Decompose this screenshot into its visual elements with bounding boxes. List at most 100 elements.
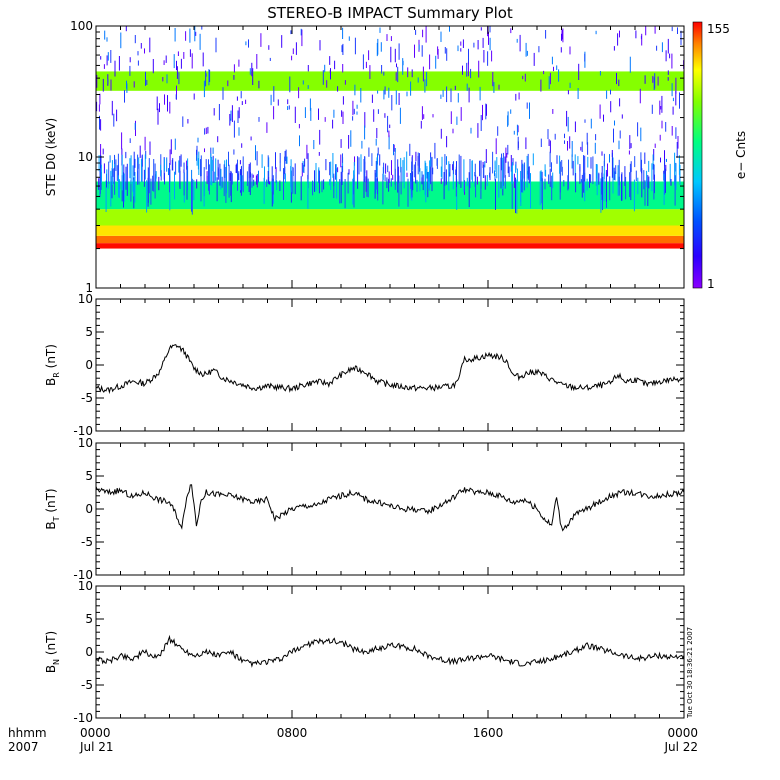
noise-streak xyxy=(323,179,325,190)
noise-streak xyxy=(395,72,397,81)
noise-streak xyxy=(381,65,383,74)
noise-streak xyxy=(335,164,337,171)
noise-streak xyxy=(670,179,672,186)
noise-streak xyxy=(671,26,673,32)
noise-streak xyxy=(123,173,125,202)
noise-streak xyxy=(279,161,281,172)
noise-streak xyxy=(390,46,392,63)
noise-streak xyxy=(380,42,382,52)
noise-streak xyxy=(552,172,554,189)
noise-streak xyxy=(610,101,612,113)
noise-streak xyxy=(460,107,462,121)
noise-streak xyxy=(584,119,586,123)
noise-streak xyxy=(322,70,324,85)
noise-streak xyxy=(176,85,177,100)
noise-streak xyxy=(231,173,233,185)
noise-streak xyxy=(424,79,426,93)
noise-streak xyxy=(577,88,579,99)
noise-streak xyxy=(143,169,145,187)
noise-streak xyxy=(111,176,113,199)
noise-streak xyxy=(236,163,238,174)
noise-streak xyxy=(240,175,242,191)
noise-streak xyxy=(671,53,673,69)
noise-streak xyxy=(530,173,531,209)
colorbar-max-label: 155 xyxy=(707,22,730,36)
noise-streak xyxy=(423,114,425,119)
noise-streak xyxy=(187,158,189,191)
noise-streak xyxy=(540,170,542,182)
noise-streak xyxy=(648,160,650,172)
noise-streak xyxy=(510,28,512,34)
noise-streak xyxy=(511,176,513,209)
panel-frame xyxy=(95,442,685,576)
noise-streak xyxy=(482,104,483,121)
noise-streak xyxy=(635,170,637,181)
noise-streak xyxy=(318,167,320,181)
noise-streak xyxy=(304,158,306,167)
noise-streak xyxy=(611,152,613,178)
noise-streak xyxy=(149,37,151,53)
colorbar: 155 1 e− Cnts xyxy=(692,21,748,291)
noise-streak xyxy=(630,161,632,172)
noise-streak xyxy=(129,158,131,179)
noise-streak xyxy=(165,55,167,63)
noise-streak xyxy=(198,151,200,175)
noise-streak xyxy=(533,52,535,66)
noise-streak xyxy=(453,161,454,175)
noise-streak xyxy=(667,77,669,81)
noise-streak xyxy=(112,169,114,177)
noise-streak xyxy=(432,167,434,175)
time-label-hhmm: 0000 xyxy=(667,726,698,740)
noise-streak xyxy=(528,166,530,184)
noise-streak xyxy=(574,121,576,133)
noise-streak xyxy=(210,153,212,185)
noise-streak xyxy=(272,175,274,195)
noise-streak xyxy=(371,94,373,103)
noise-streak xyxy=(353,108,355,115)
noise-streak xyxy=(470,68,472,79)
noise-streak xyxy=(629,172,631,198)
noise-streak xyxy=(647,175,649,206)
noise-streak xyxy=(240,166,242,196)
noise-streak xyxy=(605,170,607,202)
noise-streak xyxy=(526,155,528,188)
noise-streak xyxy=(396,63,397,68)
noise-streak xyxy=(162,77,164,82)
noise-streak xyxy=(212,159,214,172)
noise-streak xyxy=(402,58,404,75)
noise-streak xyxy=(194,26,196,42)
noise-streak xyxy=(307,179,309,209)
bfield-trace xyxy=(95,344,685,395)
noise-streak xyxy=(299,135,300,147)
noise-streak xyxy=(193,93,195,100)
noise-streak xyxy=(448,161,450,191)
noise-streak xyxy=(315,163,317,192)
noise-streak xyxy=(256,174,258,188)
noise-streak xyxy=(667,70,669,75)
noise-streak xyxy=(648,176,650,189)
noise-streak xyxy=(397,66,399,83)
noise-streak xyxy=(118,179,120,198)
noise-streak xyxy=(207,126,209,134)
noise-streak xyxy=(189,28,191,43)
noise-streak xyxy=(496,157,498,179)
noise-streak xyxy=(106,37,108,42)
noise-streak xyxy=(120,32,122,49)
noise-streak xyxy=(583,155,584,184)
noise-streak xyxy=(273,86,275,102)
noise-streak xyxy=(146,180,148,213)
noise-streak xyxy=(541,178,543,210)
noise-streak xyxy=(571,141,573,157)
noise-streak xyxy=(625,176,627,200)
noise-streak xyxy=(463,159,465,193)
noise-streak xyxy=(377,147,379,156)
noise-streak xyxy=(258,80,260,89)
bfield-trace xyxy=(95,484,685,532)
y-tick-label: 5 xyxy=(85,325,93,339)
noise-streak xyxy=(422,66,424,82)
noise-streak xyxy=(598,172,600,182)
noise-streak xyxy=(196,145,198,160)
noise-streak xyxy=(569,136,571,149)
noise-streak xyxy=(233,64,235,73)
noise-streak xyxy=(567,90,569,95)
